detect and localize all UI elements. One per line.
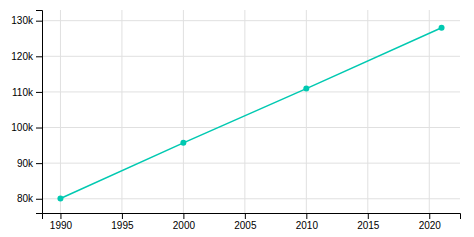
x-tick-label: 1995 [111,220,134,231]
x-tick: 2010 [296,213,319,231]
x-tick-mark [429,213,430,219]
y-tick-mark [36,21,42,22]
x-axis-line [43,214,461,220]
x-tick: 1990 [50,213,73,231]
grid-line-y [42,20,460,21]
y-tick-mark [36,128,42,129]
y-tick-mark [36,163,42,164]
x-tick-mark [183,213,184,219]
grid-line-x [121,10,122,213]
y-tick: 100k [11,122,42,133]
x-tick-label: 2020 [419,220,442,231]
x-tick: 2020 [419,213,442,231]
plot: 1990 1995 2000 2005 2010 2015 2020 80k 90k 100k 11… [11,10,460,231]
grid-line-x [306,10,307,213]
point [303,86,309,92]
y-tick: 90k [17,158,42,169]
grid-line-y [42,127,460,128]
grid-line-x [244,10,245,213]
x-tick: 2005 [234,213,257,231]
point [180,140,186,146]
chart: 1990 1995 2000 2005 2010 2015 2020 80k 90k 100k 11… [0,0,474,237]
grid-line-y [42,91,460,92]
x-tick-mark [245,213,246,219]
y-tick-label: 130k [11,15,34,26]
point [57,196,63,202]
grid-line-x [429,10,430,213]
line [60,28,441,199]
y-tick-label: 90k [17,158,34,169]
point [439,25,445,31]
y-tick: 80k [17,193,42,204]
x-tick-label: 1990 [50,220,73,231]
x-axis: 1990 1995 2000 2005 2010 2015 2020 [43,213,461,231]
y-tick-label: 110k [12,87,34,98]
x-tick-label: 2015 [357,220,380,231]
x-tick: 2000 [173,213,196,231]
y-tick-mark [36,199,42,200]
x-tick: 2015 [357,213,380,231]
grid-line-x [367,10,368,213]
y-tick-label: 120k [11,51,34,62]
y-tick: 130k [11,15,42,26]
x-tick-label: 2000 [173,220,196,231]
grid-line-y [42,56,460,57]
y-tick-mark [36,56,42,57]
y-tick: 120k [11,51,42,62]
x-tick-label: 2005 [234,220,257,231]
grid-line-x [183,10,184,213]
y-tick-label: 80k [17,193,34,204]
x-tick-mark [368,213,369,219]
x-tick: 1995 [111,213,134,231]
x-tick-mark [306,213,307,219]
grid-line-y [42,198,460,199]
marks [57,25,444,202]
y-tick-label: 100k [11,122,34,133]
y-tick-mark [36,92,42,93]
grid-line-x [60,10,61,213]
grid [42,10,460,213]
y-tick: 110k [12,87,42,98]
x-tick-mark [122,213,123,219]
x-tick-label: 2010 [296,220,319,231]
y-axis-line [36,11,43,214]
y-axis: 80k 90k 100k 110k 120k 130k [11,11,42,214]
grid-line-y [42,163,460,164]
x-tick-mark [60,213,61,219]
